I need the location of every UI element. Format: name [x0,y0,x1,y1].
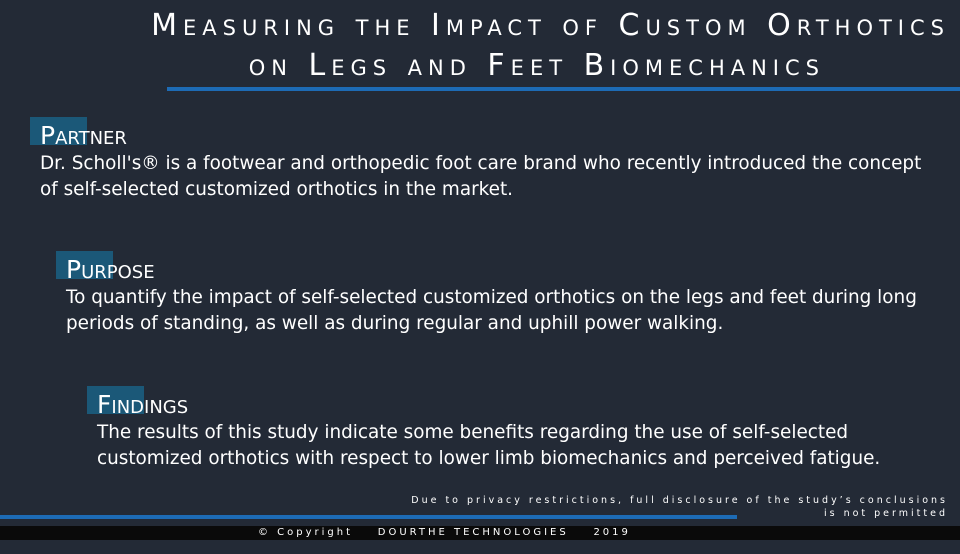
page-title-line-2: on Legs and Feet Biomechanics [248,48,825,83]
section-findings: Findings The results of this study indic… [87,386,947,472]
section-heading-findings: Findings [97,390,189,419]
section-body-purpose: To quantify the impact of self-selected … [66,287,917,334]
section-body-partner: Dr. Scholl's® is a footwear and orthoped… [40,153,922,200]
privacy-disclaimer: Due to privacy restrictions, full disclo… [348,494,948,520]
page-title: Measuring the Impact of Custom Orthotics… [120,6,950,86]
section-heading-partner: Partner [40,121,127,150]
page-title-line-1: Measuring the Impact of Custom Orthotics [151,8,950,43]
heading-marker [56,251,113,279]
title-underline [167,87,960,91]
section-partner: Partner Dr. Scholl's® is a footwear and … [30,117,930,203]
section-body-findings: The results of this study indicate some … [97,422,881,469]
heading-marker [30,117,87,145]
disclaimer-line-1: Due to privacy restrictions, full disclo… [411,495,948,506]
section-heading-purpose: Purpose [66,255,155,284]
section-purpose: Purpose To quantify the impact of self-s… [56,251,946,337]
copyright-text: © Copyright DOURTHE TECHNOLOGIES 2019 [258,527,631,538]
footer-rule [0,515,737,519]
disclaimer-line-2: is not permitted [823,508,948,519]
footer-bar: © Copyright DOURTHE TECHNOLOGIES 2019 [0,526,960,540]
heading-marker [87,386,144,414]
